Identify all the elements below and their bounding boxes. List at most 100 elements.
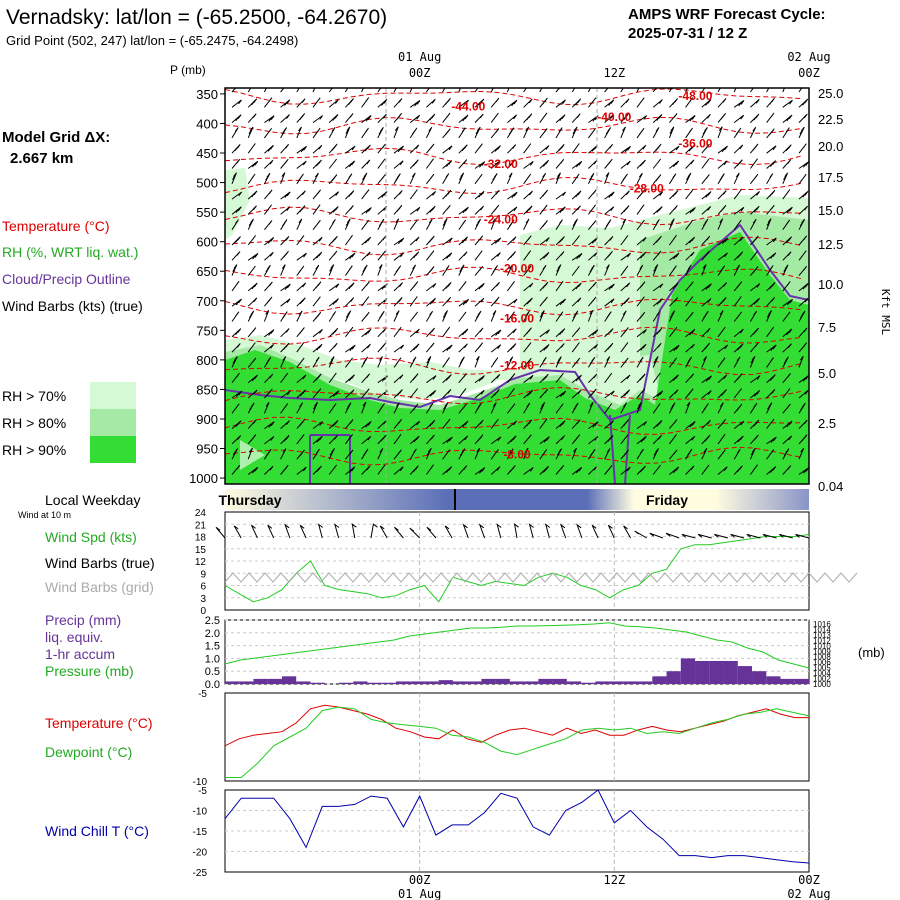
sounding-barb <box>733 251 744 261</box>
sounding-barb <box>458 206 469 215</box>
sounding-barb <box>247 235 256 246</box>
sounding-barb <box>247 282 258 292</box>
sounding-barb <box>539 88 543 93</box>
sounding-barb <box>766 389 776 399</box>
sounding-barb <box>733 219 742 230</box>
wind-barb-true <box>284 523 291 539</box>
sounding-barb <box>669 419 678 429</box>
wind-chill-line <box>224 789 810 864</box>
sounding-barb <box>442 389 452 399</box>
sounding-barb <box>604 264 610 276</box>
sounding-barb <box>717 160 728 169</box>
sounding-barb <box>652 390 664 399</box>
sounding-barb <box>555 114 566 123</box>
precip-y-tick: 2.0 <box>205 628 220 640</box>
sounding-barb <box>539 373 549 384</box>
sounding-barb <box>425 464 434 475</box>
sounding-barb <box>393 389 403 399</box>
sounding-barb <box>717 297 727 307</box>
sounding-barb <box>571 88 576 93</box>
sounding-barb <box>247 252 259 261</box>
sounding-barb <box>766 436 777 445</box>
sounding-barb <box>425 356 432 368</box>
height-tick: 2.5 <box>818 416 836 431</box>
sounding-barb <box>539 329 550 338</box>
sounding-barb <box>231 206 242 215</box>
sounding-barb <box>231 464 241 475</box>
model-grid-value: 2.667 km <box>10 150 73 167</box>
sounding-barb <box>539 344 550 353</box>
sounding-barb <box>588 189 597 200</box>
sounding-barb <box>361 311 370 322</box>
sounding-barb <box>474 447 481 460</box>
sounding-barb <box>409 206 421 215</box>
sounding-barb <box>312 465 322 475</box>
wind-barb-true <box>478 523 486 539</box>
sounding-barb <box>345 434 353 445</box>
sounding-barb <box>247 205 257 215</box>
sounding-barb <box>749 158 758 169</box>
sounding-barb <box>571 310 579 322</box>
sounding-barb <box>733 388 742 399</box>
sounding-barb <box>539 97 548 108</box>
sounding-barb <box>344 235 353 246</box>
sounding-barb <box>604 191 615 200</box>
sounding-barb <box>328 250 338 261</box>
wind-barb-true <box>299 524 307 539</box>
sounding-barb <box>296 310 303 322</box>
precip-sub1: liq. equiv. <box>45 629 103 645</box>
sounding-barb <box>231 435 241 445</box>
sounding-barb <box>523 88 527 93</box>
sounding-barb <box>523 218 530 230</box>
sounding-barb <box>474 173 483 185</box>
sounding-barb <box>523 327 532 338</box>
precip-y-tick: 0.0 <box>205 679 220 691</box>
sounding-barb <box>474 235 484 246</box>
sounding-barb <box>426 235 435 246</box>
wind-barb-true <box>576 523 583 539</box>
sounding-barb <box>588 97 597 108</box>
sounding-barb <box>750 98 760 108</box>
sounding-barb <box>685 236 696 246</box>
sounding-barb <box>264 344 274 353</box>
sounding-barb <box>280 372 289 383</box>
sounding-barb <box>766 449 775 460</box>
sounding-barb <box>490 97 500 108</box>
sounding-barb <box>523 374 534 384</box>
wind-barbs-true-label: Wind Barbs (true) <box>45 555 155 571</box>
sounding-barb <box>377 342 387 353</box>
sounding-barb <box>296 190 306 200</box>
sounding-barb <box>393 344 405 353</box>
sounding-barb <box>571 402 579 414</box>
sounding-barb <box>685 465 695 475</box>
sounding-barb <box>555 264 562 276</box>
precip-bar <box>566 681 582 684</box>
bottom-time-0: 00Z <box>409 873 431 887</box>
sounding-barb <box>733 281 743 292</box>
sounding-barb <box>798 113 808 123</box>
sounding-barb <box>296 402 304 414</box>
sounding-barb <box>701 143 710 154</box>
sounding-barb <box>506 448 514 460</box>
sounding-barb <box>280 158 289 169</box>
sounding-barb <box>701 88 706 93</box>
sounding-barb <box>264 281 273 292</box>
sounding-barb <box>733 296 742 307</box>
sounding-barb <box>636 236 647 246</box>
pressure-tick: 900 <box>196 412 218 427</box>
sounding-barb <box>523 282 534 292</box>
sounding-barb <box>701 206 712 215</box>
sounding-barb <box>636 251 647 261</box>
precip-bar <box>225 681 240 684</box>
precip-bar <box>452 681 468 684</box>
sounding-barb <box>458 144 468 154</box>
sounding-barb <box>782 281 791 292</box>
sounding-barb <box>798 161 809 169</box>
sounding-barb <box>555 158 565 169</box>
sounding-barb <box>652 403 661 414</box>
wind-barb-true <box>215 526 226 539</box>
sounding-barb <box>620 113 630 123</box>
sounding-barb <box>571 173 580 185</box>
